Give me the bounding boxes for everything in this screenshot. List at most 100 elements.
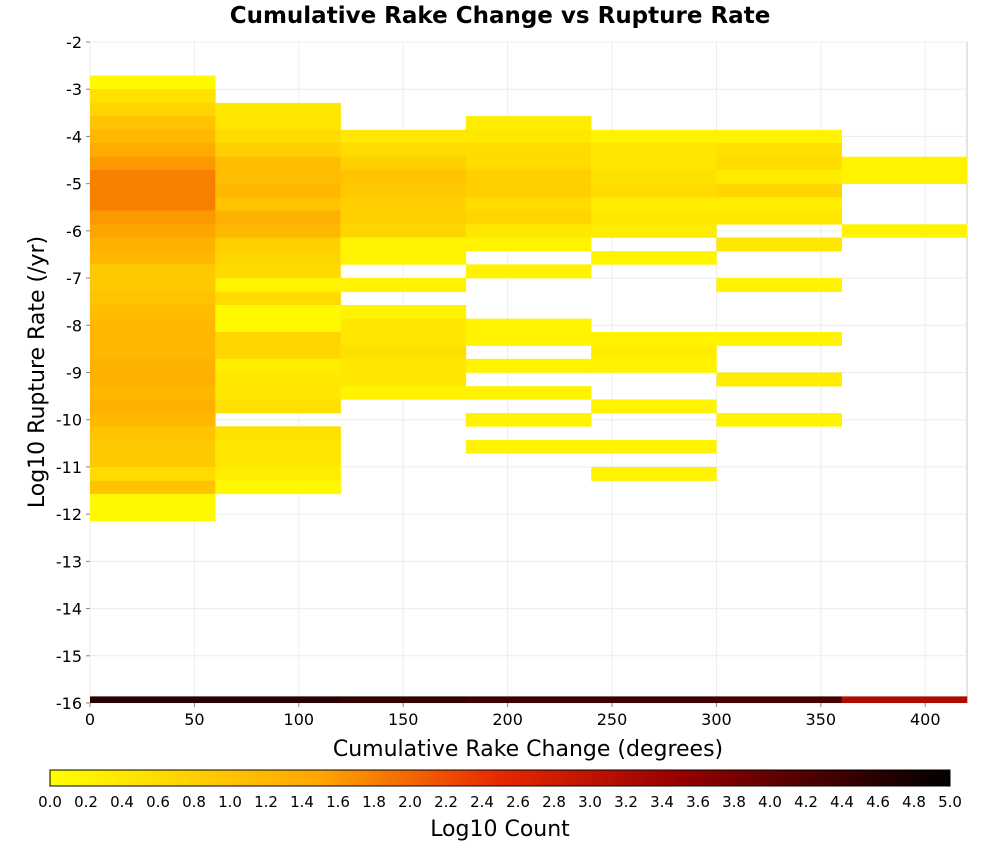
heatmap-cell <box>90 183 216 198</box>
heatmap-cell <box>215 278 341 293</box>
heatmap-cell <box>841 224 968 238</box>
x-tick-label: 200 <box>492 710 523 729</box>
heatmap-cell <box>716 237 843 252</box>
x-tick-label: 0 <box>85 710 95 729</box>
heatmap-cell <box>215 291 341 306</box>
heatmap-cell <box>340 224 467 238</box>
heatmap-cell <box>465 358 592 373</box>
colorbar-tick-label: 2.2 <box>434 793 458 811</box>
heatmap-cell <box>90 507 216 522</box>
heatmap-cell <box>90 264 216 279</box>
heatmap-cell <box>90 399 216 414</box>
heatmap-cell <box>465 264 592 279</box>
y-axis-label: Log10 Rupture Rate (/yr) <box>25 236 50 508</box>
heatmap-cell <box>215 210 341 225</box>
heatmap-cell <box>591 251 717 265</box>
heatmap-cell <box>90 129 216 144</box>
heatmap-cell <box>841 169 968 184</box>
colorbar-tick-label: 5.0 <box>938 793 962 811</box>
heatmap-cell <box>90 440 216 454</box>
y-tick-label: -15 <box>56 647 82 666</box>
heatmap-cell <box>215 129 341 144</box>
heatmap-cell <box>90 102 216 117</box>
heatmap-cell <box>716 183 843 198</box>
y-tick-label: -8 <box>66 316 82 335</box>
heatmap-cell <box>340 386 467 400</box>
heatmap-cell <box>716 278 843 293</box>
y-tick-label: -3 <box>66 80 82 99</box>
colorbar-tick-label: 3.8 <box>722 793 746 811</box>
strip-cell <box>90 696 216 703</box>
x-tick-label: 150 <box>388 710 419 729</box>
heatmap-cell <box>215 251 341 265</box>
heatmap-cell <box>90 75 216 90</box>
heatmap-cell <box>591 197 717 211</box>
heatmap-cell <box>90 116 216 131</box>
heatmap-cell <box>90 466 216 481</box>
heatmap-cell <box>465 183 592 198</box>
colorbar-tick-label: 0.2 <box>74 793 98 811</box>
heatmap-cell <box>465 413 592 427</box>
heatmap-cell <box>465 197 592 211</box>
colorbar-tick-label: 3.4 <box>650 793 674 811</box>
colorbar-tick-label: 1.6 <box>326 793 350 811</box>
heatmap-cell <box>465 331 592 346</box>
heatmap-cell <box>215 183 341 198</box>
heatmap-cell <box>340 318 467 333</box>
heatmap-cell <box>591 399 717 414</box>
heatmap-cell <box>215 345 341 360</box>
heatmap-cell <box>465 116 592 131</box>
heatmap-cell <box>340 237 467 252</box>
heatmap-cell <box>90 169 216 184</box>
x-axis-label: Cumulative Rake Change (degrees) <box>333 737 723 762</box>
heatmap-cell <box>90 386 216 400</box>
heatmap-cell <box>591 183 717 198</box>
heatmap-cell <box>591 156 717 171</box>
heatmap-cell <box>591 210 717 225</box>
x-tick-label: 400 <box>910 710 941 729</box>
y-tick-label: -2 <box>66 33 82 52</box>
x-tick-label: 250 <box>597 710 628 729</box>
heatmap-cells <box>90 75 968 522</box>
colorbar-label: Log10 Count <box>430 817 570 842</box>
heatmap-cell <box>716 372 843 387</box>
heatmap-cell <box>215 466 341 481</box>
colorbar-tick-label: 1.4 <box>290 793 314 811</box>
heatmap-cell <box>465 386 592 400</box>
heatmap-cell <box>340 169 467 184</box>
heatmap-cell <box>591 129 717 144</box>
colorbar-tick-label: 1.8 <box>362 793 386 811</box>
heatmap-cell <box>465 318 592 333</box>
strip-cell <box>591 696 717 703</box>
colorbar-tick-label: 3.0 <box>578 793 602 811</box>
heatmap-cell <box>215 399 341 414</box>
heatmap-cell <box>340 156 467 171</box>
colorbar-tick-label: 0.0 <box>38 793 62 811</box>
heatmap-cell <box>340 183 467 198</box>
heatmap-cell <box>340 197 467 211</box>
heatmap-cell <box>215 331 341 346</box>
heatmap-cell <box>841 156 968 171</box>
colorbar-tick-label: 4.0 <box>758 793 782 811</box>
heatmap-cell <box>591 169 717 184</box>
heatmap-cell <box>340 331 467 346</box>
colorbar-tick-label: 1.2 <box>254 793 278 811</box>
heatmap-cell <box>90 224 216 238</box>
heatmap-cell <box>340 210 467 225</box>
heatmap-cell <box>215 197 341 211</box>
colorbar <box>49 769 951 787</box>
heatmap-cell <box>215 304 341 319</box>
heatmap-cell <box>591 440 717 454</box>
strip-cell <box>465 696 592 703</box>
heatmap-cell <box>340 251 467 265</box>
heatmap-cell <box>591 224 717 238</box>
heatmap-cell <box>90 372 216 387</box>
heatmap-cell <box>591 331 717 346</box>
y-tick-label: -6 <box>66 222 82 241</box>
heatmap-cell <box>340 372 467 387</box>
colorbar-tick-label: 4.6 <box>866 793 890 811</box>
colorbar-tick-label: 0.8 <box>182 793 206 811</box>
colorbar-tick-label: 4.4 <box>830 793 854 811</box>
colorbar-tick-label: 4.8 <box>902 793 926 811</box>
